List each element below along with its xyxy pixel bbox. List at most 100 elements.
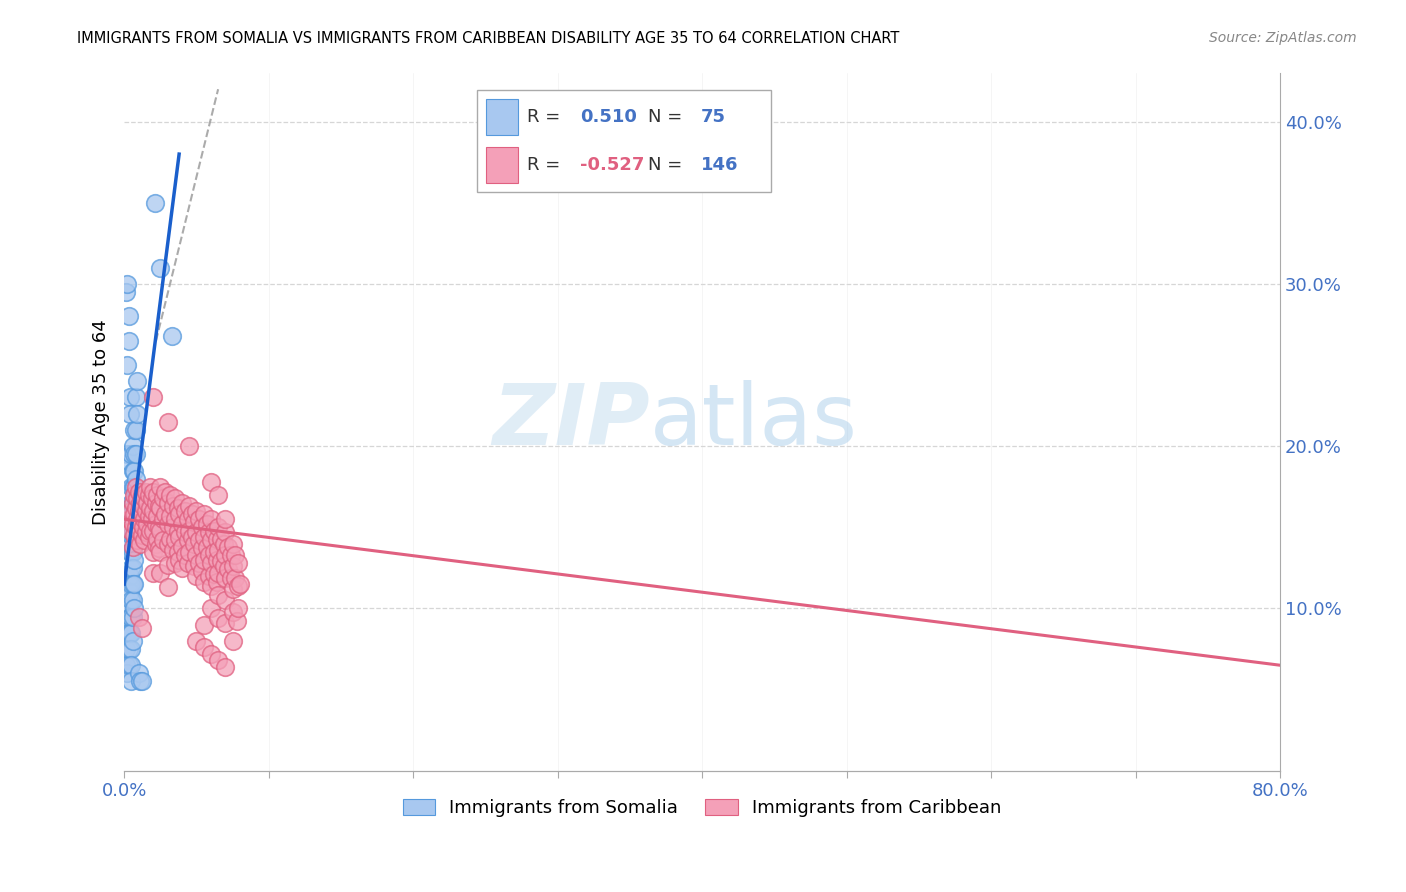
- Point: [186, 633, 208, 648]
- Point: [145, 536, 167, 550]
- Point: [205, 532, 228, 546]
- Point: [142, 484, 165, 499]
- Point: [118, 585, 141, 599]
- Point: [128, 504, 150, 518]
- Point: [122, 561, 145, 575]
- Point: [122, 512, 145, 526]
- Point: [146, 532, 169, 546]
- Point: [214, 615, 236, 630]
- Point: [205, 575, 228, 590]
- Point: [195, 540, 218, 554]
- Point: [162, 543, 184, 558]
- Point: [115, 358, 138, 372]
- Point: [163, 491, 186, 505]
- Point: [115, 625, 138, 640]
- Point: [207, 543, 229, 558]
- Point: [212, 559, 235, 574]
- Point: [124, 480, 146, 494]
- Point: [118, 504, 141, 518]
- Point: [156, 536, 179, 550]
- Point: [146, 508, 169, 523]
- Point: [160, 329, 183, 343]
- Point: [179, 500, 201, 514]
- Point: [159, 488, 181, 502]
- Point: [127, 491, 149, 505]
- Point: [142, 504, 165, 518]
- Point: [125, 447, 148, 461]
- Point: [221, 633, 243, 648]
- Point: [156, 558, 179, 572]
- Point: [114, 658, 136, 673]
- Point: [117, 658, 139, 673]
- Point: [134, 491, 156, 505]
- Point: [166, 524, 188, 538]
- Point: [124, 553, 146, 567]
- Point: [186, 569, 208, 583]
- Point: [124, 528, 146, 542]
- Point: [122, 544, 145, 558]
- Point: [124, 488, 146, 502]
- Point: [132, 520, 155, 534]
- Point: [200, 579, 222, 593]
- Point: [177, 512, 200, 526]
- Point: [138, 508, 160, 523]
- Point: [183, 536, 205, 550]
- Point: [174, 504, 197, 518]
- Point: [163, 512, 186, 526]
- Point: [138, 488, 160, 502]
- Point: [200, 475, 222, 489]
- Point: [193, 553, 215, 567]
- Point: [122, 496, 145, 510]
- Point: [193, 530, 215, 544]
- Point: [200, 533, 222, 548]
- Point: [118, 512, 141, 526]
- Point: [120, 447, 142, 461]
- Point: [209, 532, 232, 546]
- Point: [129, 536, 152, 550]
- Point: [228, 601, 250, 615]
- Point: [191, 541, 214, 556]
- Point: [125, 472, 148, 486]
- Point: [136, 496, 159, 510]
- Point: [207, 488, 229, 502]
- Point: [205, 553, 228, 567]
- Point: [193, 508, 215, 522]
- Point: [226, 615, 249, 629]
- Point: [117, 642, 139, 657]
- Point: [219, 548, 242, 562]
- Point: [124, 528, 146, 542]
- Point: [153, 508, 176, 522]
- Point: [117, 334, 139, 348]
- Point: [124, 577, 146, 591]
- Point: [200, 601, 222, 615]
- Point: [193, 617, 215, 632]
- Point: [186, 548, 208, 562]
- Point: [143, 195, 166, 210]
- Point: [193, 575, 215, 590]
- Point: [122, 496, 145, 510]
- Point: [163, 556, 186, 570]
- Point: [115, 447, 138, 461]
- Point: [125, 480, 148, 494]
- Point: [117, 577, 139, 591]
- Point: [183, 516, 205, 530]
- Point: [145, 517, 167, 532]
- Point: [191, 520, 214, 534]
- Point: [149, 260, 172, 275]
- Point: [148, 541, 170, 556]
- Point: [170, 540, 193, 554]
- Point: [174, 525, 197, 540]
- Point: [117, 512, 139, 526]
- Point: [139, 500, 162, 515]
- Point: [122, 593, 145, 607]
- Point: [120, 561, 142, 575]
- Point: [122, 480, 145, 494]
- Point: [209, 554, 232, 568]
- Point: [122, 633, 145, 648]
- Point: [128, 484, 150, 499]
- Point: [115, 536, 138, 550]
- Point: [174, 548, 197, 562]
- Point: [135, 504, 157, 518]
- Point: [142, 391, 165, 405]
- Point: [214, 593, 236, 607]
